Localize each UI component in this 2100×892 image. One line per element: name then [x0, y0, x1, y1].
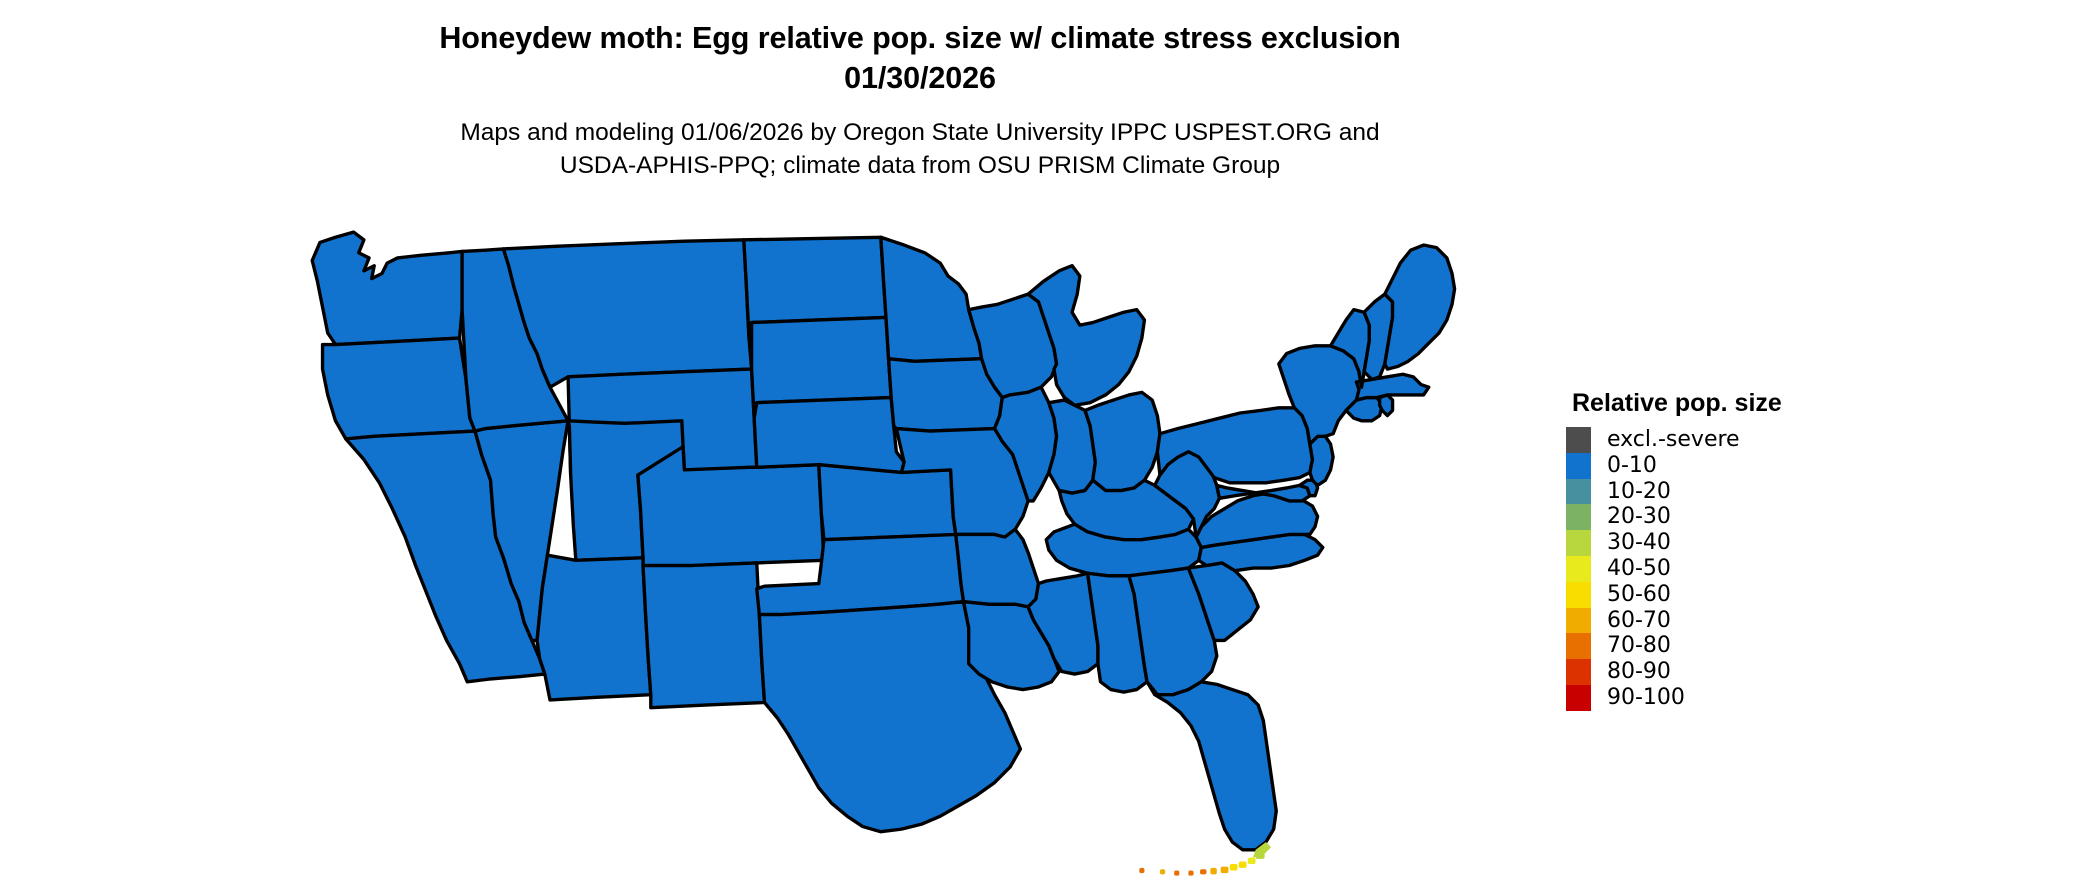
state-il: [992, 385, 1059, 503]
florida-key-5: [1210, 867, 1217, 875]
subtitle-line-1: Maps and modeling 01/06/2026 by Oregon S…: [460, 119, 1380, 146]
legend-label: 80-90: [1607, 659, 1671, 685]
legend-row: 90-100: [1566, 684, 1782, 711]
state-nj: [1308, 434, 1335, 488]
state-me: [1383, 243, 1457, 371]
legend-color-swatch: [1566, 452, 1591, 479]
legend-label: 70-80: [1607, 633, 1671, 659]
map-legend: Relative pop. size excl.-severe 0-10 10-20…: [1566, 389, 1782, 711]
legend-label: excl.-severe: [1607, 427, 1740, 452]
legend-label: 50-60: [1607, 581, 1671, 607]
legend-color-swatch: [1566, 581, 1591, 608]
title-line-1: Honeydew moth: Egg relative pop. size w/…: [439, 21, 1401, 55]
legend-row: 0-10: [1566, 452, 1782, 479]
legend-color-swatch: [1566, 555, 1591, 582]
figure-title: Honeydew moth: Egg relative pop. size w/…: [0, 18, 1840, 98]
legend-color-swatch: [1566, 659, 1591, 685]
state-ks: [817, 463, 958, 542]
state-ar: [954, 527, 1041, 609]
legend-row: excl.-severe: [1566, 427, 1782, 453]
state-wa: [310, 230, 464, 347]
legend-row: 80-90: [1566, 659, 1782, 685]
legend-row: 20-30: [1566, 504, 1782, 531]
states-layer: [310, 230, 1457, 852]
state-oh: [1083, 390, 1162, 493]
state-ne: [752, 395, 906, 475]
state-fl: [1145, 680, 1278, 852]
state-az: [535, 553, 653, 702]
florida-key-9: [1159, 869, 1166, 875]
state-mt: [501, 238, 754, 389]
florida-key-6: [1200, 869, 1207, 875]
florida-key-7: [1188, 870, 1194, 876]
legend-label: 10-20: [1607, 478, 1671, 504]
title-line-2: 01/30/2026: [844, 61, 996, 95]
florida-key-4: [1220, 866, 1229, 874]
legend-row: 40-50: [1566, 555, 1782, 582]
state-nm: [641, 561, 767, 710]
florida-key-10: [1139, 867, 1145, 874]
legend-label: 30-40: [1607, 530, 1671, 556]
legend-color-swatch: [1566, 504, 1591, 531]
state-va: [1194, 491, 1320, 550]
legend-label: 0-10: [1607, 452, 1657, 478]
florida-key-1: [1247, 857, 1256, 865]
legend-color-swatch: [1566, 530, 1591, 556]
florida-key-0: [1255, 852, 1265, 859]
legend-label: 60-70: [1607, 607, 1671, 633]
legend-title: Relative pop. size: [1572, 389, 1782, 417]
state-tx: [757, 600, 1023, 834]
legend-entries: excl.-severe 0-10 10-20 20-30 30-40 40-50 50-6…: [1566, 427, 1782, 711]
florida-key-2: [1238, 861, 1247, 868]
legend-label: 40-50: [1607, 555, 1671, 581]
florida-key-3: [1229, 864, 1238, 871]
legend-color-swatch: [1566, 478, 1591, 505]
legend-label: 20-30: [1607, 504, 1671, 530]
legend-row: 10-20: [1566, 478, 1782, 505]
legend-row: 60-70: [1566, 607, 1782, 634]
state-or: [320, 336, 477, 441]
florida-key-8: [1174, 870, 1180, 876]
figure-subtitle: Maps and modeling 01/06/2026 by Oregon S…: [0, 116, 1840, 182]
legend-color-swatch: [1566, 427, 1591, 453]
us-choropleth-map: [292, 214, 1542, 886]
legend-color-swatch: [1566, 684, 1591, 711]
legend-row: 30-40: [1566, 530, 1782, 556]
florida-keys-layer: [1139, 842, 1272, 876]
state-mi: [1026, 264, 1147, 407]
state-de: [1297, 478, 1320, 498]
subtitle-line-2: USDA-APHIS-PPQ; climate data from OSU PR…: [559, 152, 1281, 179]
legend-color-swatch: [1566, 607, 1591, 634]
state-mn: [879, 235, 984, 364]
legend-row: 50-60: [1566, 581, 1782, 608]
legend-row: 70-80: [1566, 633, 1782, 660]
state-pa: [1155, 406, 1315, 485]
legend-color-swatch: [1566, 633, 1591, 660]
state-ma: [1354, 372, 1431, 402]
legend-label: 90-100: [1607, 684, 1685, 710]
map-svg: [310, 230, 1457, 876]
